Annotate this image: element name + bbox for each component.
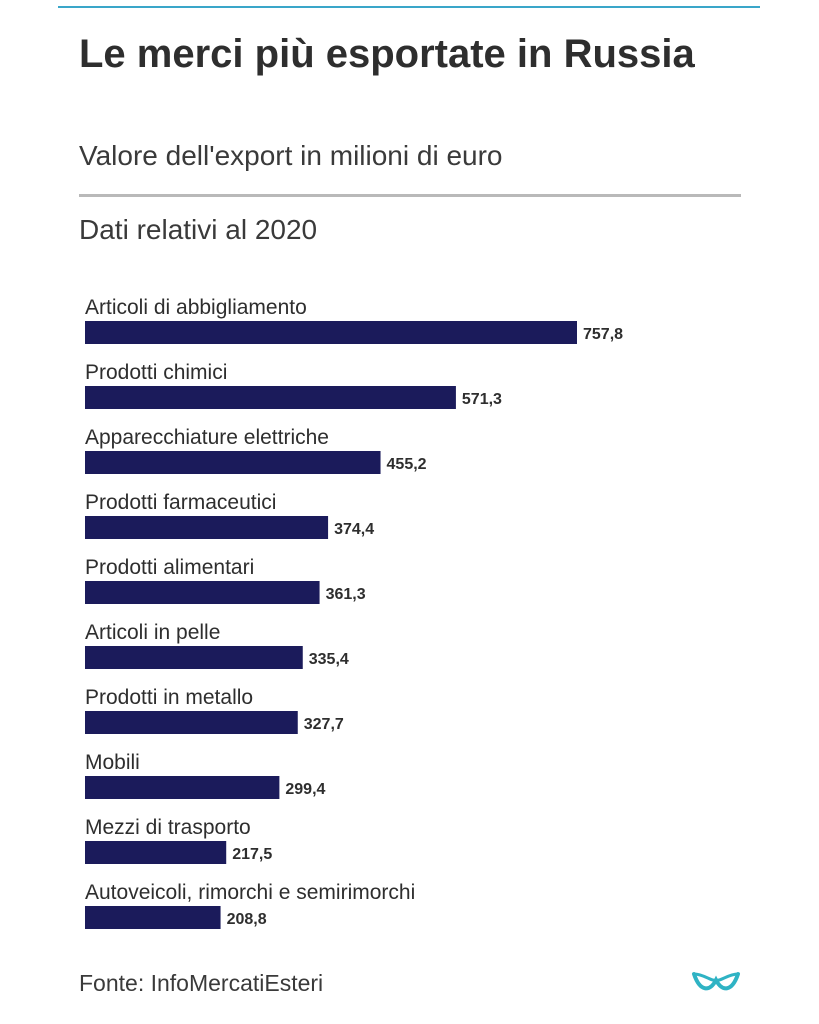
category-label: Autoveicoli, rimorchi e semirimorchi [85, 881, 415, 904]
value-label: 335,4 [309, 651, 349, 668]
bar [85, 516, 329, 539]
category-label: Apparecchiature elettriche [85, 426, 329, 449]
value-label: 361,3 [326, 586, 366, 603]
chart-subtitle: Valore dell'export in milioni di euro [79, 140, 503, 171]
value-label: 374,4 [334, 521, 374, 538]
bar [85, 646, 303, 669]
value-label: 208,8 [227, 911, 267, 928]
top-accent-rule [58, 6, 760, 8]
value-label: 571,3 [462, 391, 502, 408]
category-label: Mobili [85, 751, 140, 774]
source-text: Fonte: InfoMercatiEsteri [79, 970, 324, 996]
value-label: 757,8 [583, 326, 623, 343]
chart-note: Dati relativi al 2020 [79, 214, 318, 245]
category-label: Prodotti farmaceutici [85, 491, 276, 514]
category-label: Articoli di abbigliamento [85, 296, 307, 319]
value-label: 455,2 [387, 456, 427, 473]
value-label: 217,5 [232, 846, 272, 863]
bar [85, 841, 227, 864]
bar [85, 581, 320, 604]
category-label: Prodotti in metallo [85, 686, 253, 709]
value-label: 327,7 [304, 716, 344, 733]
bar [85, 321, 577, 344]
category-label: Prodotti chimici [85, 361, 227, 384]
bar [85, 451, 381, 474]
bar [85, 776, 280, 799]
category-label: Mezzi di trasporto [85, 816, 251, 839]
bar [85, 386, 456, 409]
chart-title: Le merci più esportate in Russia [79, 32, 695, 76]
bar [85, 711, 298, 734]
category-label: Articoli in pelle [85, 621, 220, 644]
brand-logo-icon [692, 972, 740, 991]
category-label: Prodotti alimentari [85, 556, 254, 579]
value-label: 299,4 [285, 781, 325, 798]
bar [85, 906, 221, 929]
header-divider [79, 194, 741, 197]
